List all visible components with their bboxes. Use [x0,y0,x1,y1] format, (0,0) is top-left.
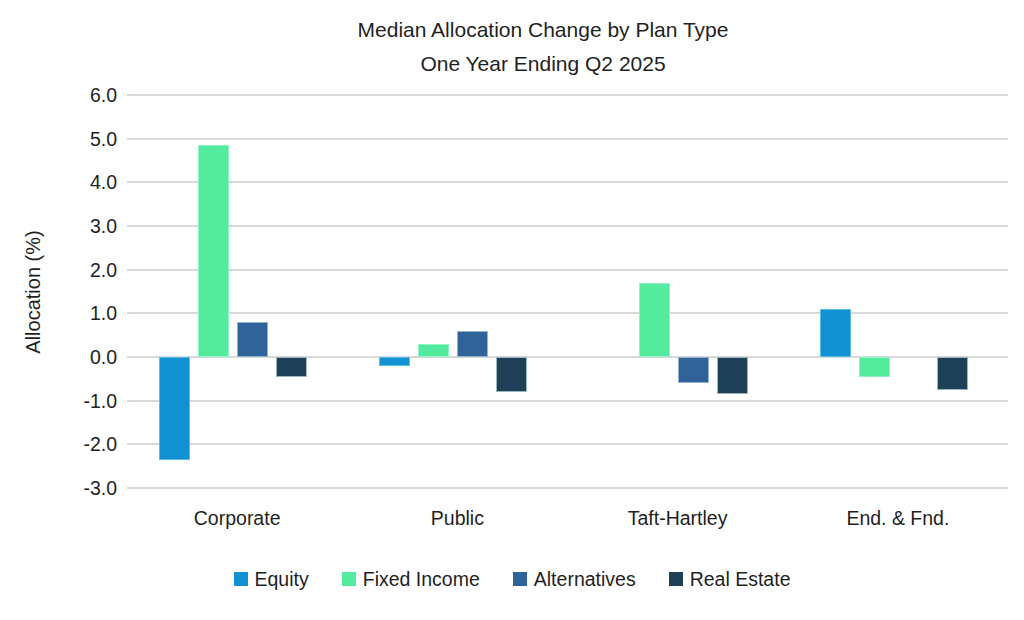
legend-item-equity: Equity [234,568,309,591]
bar-alternatives-taft-hartley [678,357,709,383]
bar-equity-end-fnd- [820,309,851,357]
gridline [127,225,1008,227]
y-axis-title: Allocation (%) [22,230,45,353]
legend-item-alternatives: Alternatives [513,568,636,591]
gridline [127,94,1008,96]
legend-swatch-icon [342,572,356,586]
bar-fixed-income-taft-hartley [639,283,670,357]
plot-area [127,95,1008,488]
legend: Equity Fixed Income Alternatives Real Estat… [0,566,1024,592]
y-tick-label: 6.0 [34,82,117,108]
bar-real-estate-end-fnd- [937,357,968,390]
bar-fixed-income-end-fnd- [859,357,890,377]
bar-real-estate-public [496,357,527,392]
chart-title: Median Allocation Change by Plan Type On… [62,13,1024,81]
gridline [127,443,1008,445]
x-category-label: Public [347,507,567,530]
gridline [127,181,1008,183]
bar-fixed-income-public [418,344,449,357]
chart-frame: Median Allocation Change by Plan Type On… [0,0,1024,620]
y-tick-label: 4.0 [34,169,117,195]
y-tick-label: 1.0 [34,300,117,326]
gridline [127,487,1008,489]
x-category-label: Taft-Hartley [568,507,788,530]
legend-label: Real Estate [690,568,791,591]
legend-swatch-icon [513,572,527,586]
x-category-label: End. & Fnd. [788,507,1008,530]
bar-real-estate-taft-hartley [717,357,748,394]
legend-swatch-icon [669,572,683,586]
gridline [127,400,1008,402]
legend-label: Equity [255,568,309,591]
legend-item-fixed-income: Fixed Income [342,568,480,591]
y-tick-label: 0.0 [34,344,117,370]
legend-label: Fixed Income [363,568,480,591]
y-tick-label: -3.0 [34,475,117,501]
bar-alternatives-corporate [237,322,268,357]
gridline [127,312,1008,314]
legend-swatch-icon [234,572,248,586]
y-tick-label: 5.0 [34,126,117,152]
legend-item-real-estate: Real Estate [669,568,791,591]
bar-equity-public [379,357,410,366]
gridline [127,269,1008,271]
chart-title-line2: One Year Ending Q2 2025 [62,47,1024,81]
y-tick-label: 2.0 [34,257,117,283]
bar-equity-corporate [159,357,190,460]
gridline [127,138,1008,140]
y-tick-label: -2.0 [34,431,117,457]
bar-fixed-income-corporate [198,145,229,357]
x-category-label: Corporate [127,507,347,530]
legend-label: Alternatives [534,568,636,591]
bar-alternatives-public [457,331,488,357]
chart-title-line1: Median Allocation Change by Plan Type [62,13,1024,47]
y-tick-label: -1.0 [34,388,117,414]
y-tick-label: 3.0 [34,213,117,239]
bar-real-estate-corporate [276,357,307,377]
